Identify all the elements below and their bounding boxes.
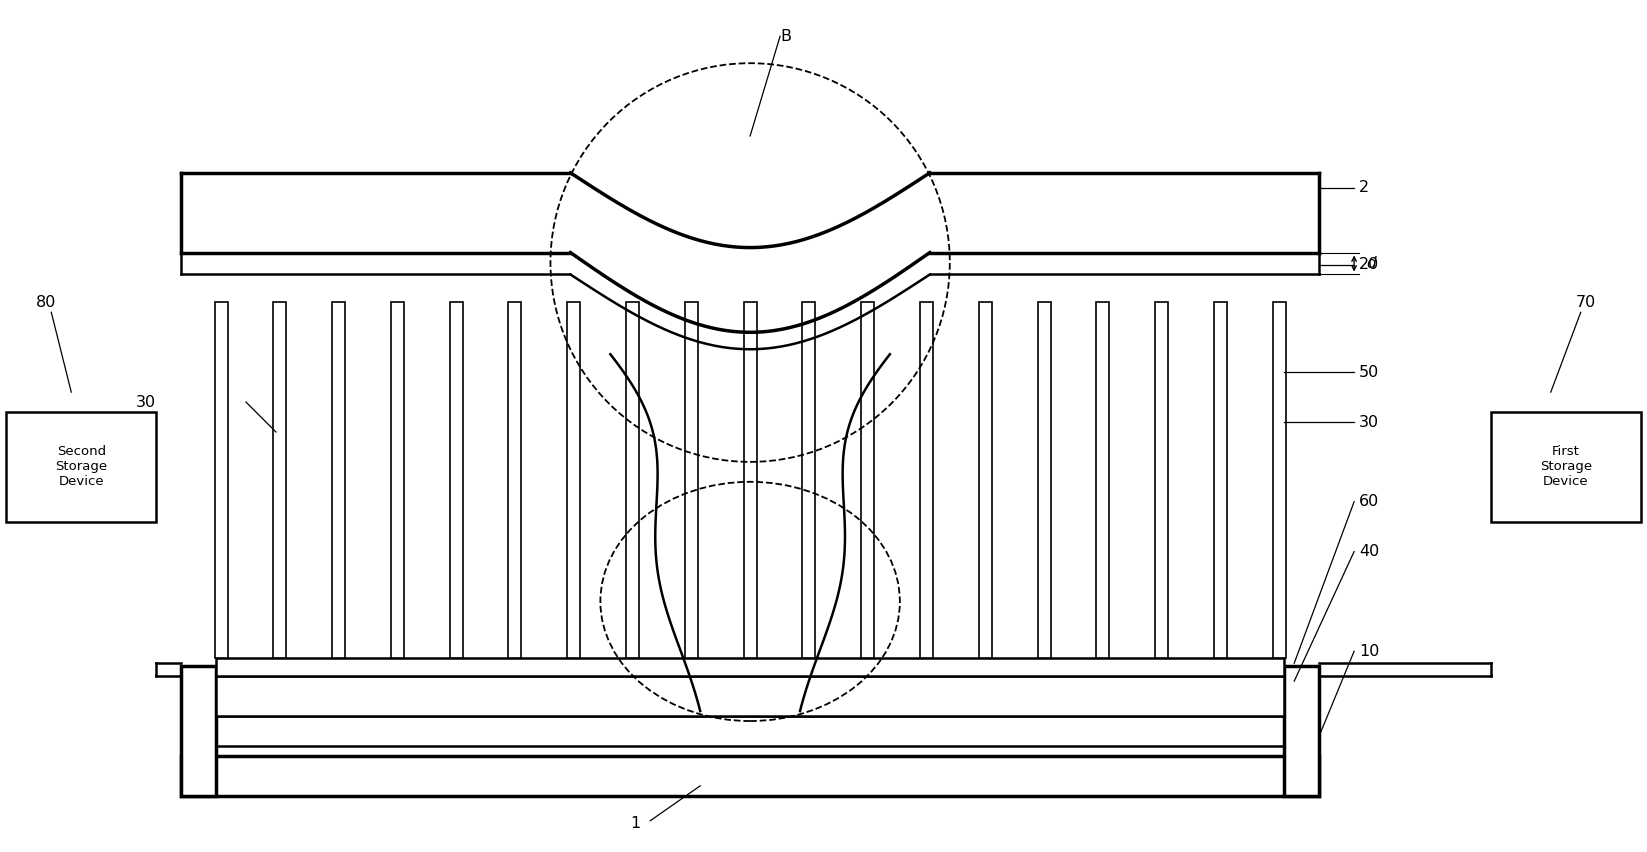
Bar: [1273, 302, 1286, 659]
Bar: [181, 756, 1319, 796]
Bar: [567, 302, 580, 659]
Bar: [216, 676, 1285, 716]
Text: d: d: [1365, 256, 1375, 271]
Bar: [1491, 412, 1640, 521]
Bar: [744, 302, 756, 659]
Bar: [333, 302, 346, 659]
Bar: [626, 302, 639, 659]
Bar: [216, 659, 1285, 676]
Bar: [1214, 302, 1227, 659]
Bar: [273, 302, 287, 659]
Bar: [1285, 666, 1319, 796]
Text: 2: 2: [1359, 181, 1369, 195]
Bar: [921, 302, 932, 659]
Bar: [7, 412, 156, 521]
Text: 50: 50: [1359, 365, 1379, 380]
Bar: [450, 302, 463, 659]
Bar: [214, 302, 227, 659]
Bar: [978, 302, 991, 659]
Bar: [802, 302, 815, 659]
Text: First
Storage
Device: First Storage Device: [1540, 446, 1591, 488]
Bar: [1097, 302, 1110, 659]
Bar: [509, 302, 522, 659]
Text: B: B: [781, 29, 791, 43]
Text: Second
Storage
Device: Second Storage Device: [56, 446, 107, 488]
Text: 20: 20: [1359, 257, 1379, 272]
Bar: [861, 302, 875, 659]
Bar: [685, 302, 698, 659]
Bar: [181, 716, 1319, 746]
Text: 80: 80: [36, 295, 56, 310]
Text: 40: 40: [1359, 544, 1379, 559]
Text: 1: 1: [631, 816, 641, 832]
Bar: [1038, 302, 1051, 659]
Bar: [390, 302, 404, 659]
Text: 30: 30: [1359, 415, 1379, 429]
Bar: [181, 666, 216, 796]
Bar: [1155, 302, 1168, 659]
Text: 30: 30: [137, 394, 156, 410]
Text: 70: 70: [1576, 295, 1596, 310]
Text: 60: 60: [1359, 494, 1379, 509]
Text: 10: 10: [1359, 644, 1380, 659]
